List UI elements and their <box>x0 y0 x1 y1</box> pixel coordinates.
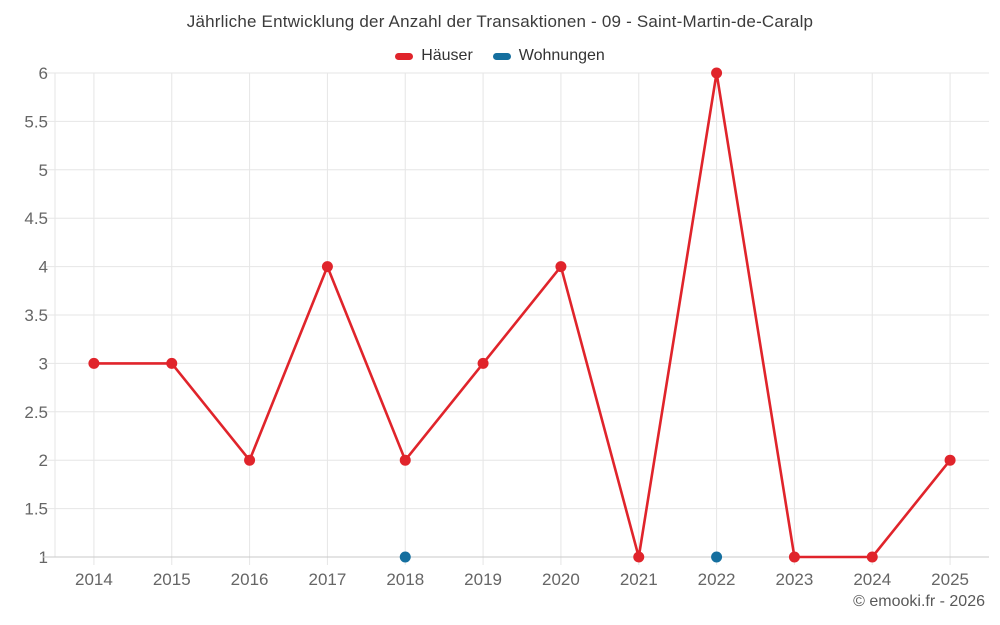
y-axis-tick-label: 3.5 <box>24 306 48 325</box>
x-axis-tick-label: 2025 <box>931 570 969 589</box>
x-axis-tick-label: 2020 <box>542 570 580 589</box>
x-axis-tick-label: 2024 <box>853 570 891 589</box>
data-point-häuser-2024[interactable] <box>866 551 878 563</box>
legend-swatch-icon <box>492 52 511 60</box>
chart-legend: Häuser Wohnungen <box>0 47 1000 65</box>
data-point-häuser-2022[interactable] <box>711 67 723 79</box>
series-line-häuser <box>92 71 952 559</box>
copyright-note: © emooki.fr - 2026 <box>853 593 985 610</box>
x-axis-tick-label: 2023 <box>776 570 814 589</box>
y-axis-tick-label: 4 <box>39 258 48 277</box>
x-axis-tick-label: 2018 <box>386 570 424 589</box>
x-axis-tick-label: 2021 <box>620 570 658 589</box>
chart-title: Jährliche Entwicklung der Anzahl der Tra… <box>186 12 814 31</box>
x-axis-tick-label: 2015 <box>153 570 191 589</box>
data-point-häuser-2016[interactable] <box>244 454 256 466</box>
y-axis-tick-label: 2.5 <box>24 403 48 422</box>
legend-item-häuser[interactable]: Häuser <box>395 47 473 65</box>
data-point-häuser-2020[interactable] <box>555 261 567 273</box>
y-axis-tick-label: 3 <box>39 354 48 373</box>
x-axis-tick-label: 2017 <box>309 570 347 589</box>
y-axis-tick-label: 6 <box>39 64 48 83</box>
data-point-wohnungen-2018[interactable] <box>399 551 411 563</box>
data-point-häuser-2017[interactable] <box>321 261 333 273</box>
y-axis-tick-label: 2 <box>39 451 48 470</box>
data-point-häuser-2018[interactable] <box>399 454 411 466</box>
x-axis-tick-label: 2016 <box>231 570 269 589</box>
data-point-häuser-2021[interactable] <box>633 551 645 563</box>
y-axis-tick-label: 1.5 <box>24 500 48 519</box>
legend-item-wohnungen[interactable]: Wohnungen <box>492 47 605 65</box>
data-point-häuser-2014[interactable] <box>88 357 100 369</box>
data-point-häuser-2023[interactable] <box>788 551 800 563</box>
y-axis-tick-label: 5 <box>39 161 48 180</box>
legend-swatch-icon <box>395 52 414 60</box>
data-point-häuser-2019[interactable] <box>477 357 489 369</box>
legend-label: Häuser <box>421 47 473 64</box>
data-point-häuser-2015[interactable] <box>166 357 178 369</box>
y-axis-tick-label: 4.5 <box>24 209 48 228</box>
y-axis-tick-label: 5.5 <box>24 112 48 131</box>
data-point-wohnungen-2022[interactable] <box>711 551 723 563</box>
x-axis-tick-label: 2014 <box>75 570 113 589</box>
data-point-häuser-2025[interactable] <box>944 454 956 466</box>
x-axis-tick-label: 2019 <box>464 570 502 589</box>
x-axis-tick-label: 2022 <box>698 570 736 589</box>
legend-label: Wohnungen <box>518 47 605 64</box>
